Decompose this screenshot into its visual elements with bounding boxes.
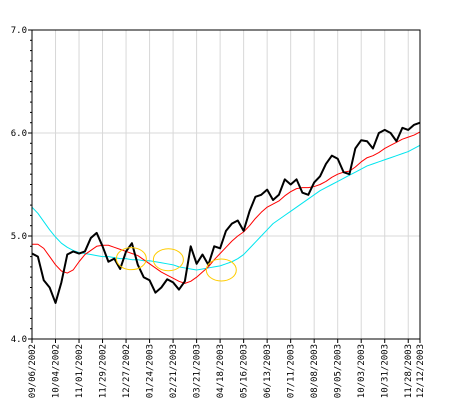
x-tick-label: 10/03/2003 [357, 344, 367, 398]
x-tick-label: 09/05/2003 [334, 344, 344, 398]
x-tick-label: 12/27/2002 [122, 344, 132, 398]
x-tick-label: 03/21/2003 [193, 344, 203, 398]
highlight-ellipse [205, 258, 237, 282]
series-line-ma_long [31, 144, 421, 271]
x-axis: 09/06/2002 10/04/2002 11/01/2002 11/29/2002… [28, 339, 426, 398]
x-tick-label: 07/11/2003 [287, 344, 297, 398]
x-tick-label: 05/16/2003 [240, 344, 250, 398]
x-tick-label: 12/12/2003 [416, 344, 426, 398]
y-tick-label: 4.0 [11, 335, 27, 345]
x-tick-label: 10/31/2003 [381, 344, 391, 398]
highlight-ellipse [152, 248, 184, 272]
x-tick-label: 11/29/2002 [99, 344, 109, 398]
y-tick-label: 5.0 [11, 232, 27, 242]
x-tick-label: 04/18/2003 [216, 344, 226, 398]
plot-frame [31, 29, 421, 340]
series-line-ma_short [32, 131, 421, 284]
x-tick-label: 06/13/2003 [263, 344, 273, 398]
highlight-ellipse [115, 247, 147, 271]
y-axis: 4.0 5.0 6.0 7.0 [11, 26, 32, 345]
x-tick-label: 11/28/2003 [404, 344, 414, 398]
y-tick-label: 7.0 [11, 26, 27, 36]
x-tick-label: 09/06/2002 [28, 344, 38, 398]
x-tick-label: 01/24/2003 [146, 344, 156, 398]
x-tick-label: 08/08/2003 [310, 344, 320, 398]
gridlines [31, 29, 421, 340]
x-tick-label: 11/01/2002 [75, 344, 85, 398]
y-tick-label: 6.0 [11, 129, 27, 139]
x-tick-label: 02/21/2003 [169, 344, 179, 398]
series-group [31, 121, 421, 304]
highlight-group [115, 247, 237, 282]
x-tick-label: 10/04/2002 [52, 344, 62, 398]
series-line-price [31, 121, 421, 304]
